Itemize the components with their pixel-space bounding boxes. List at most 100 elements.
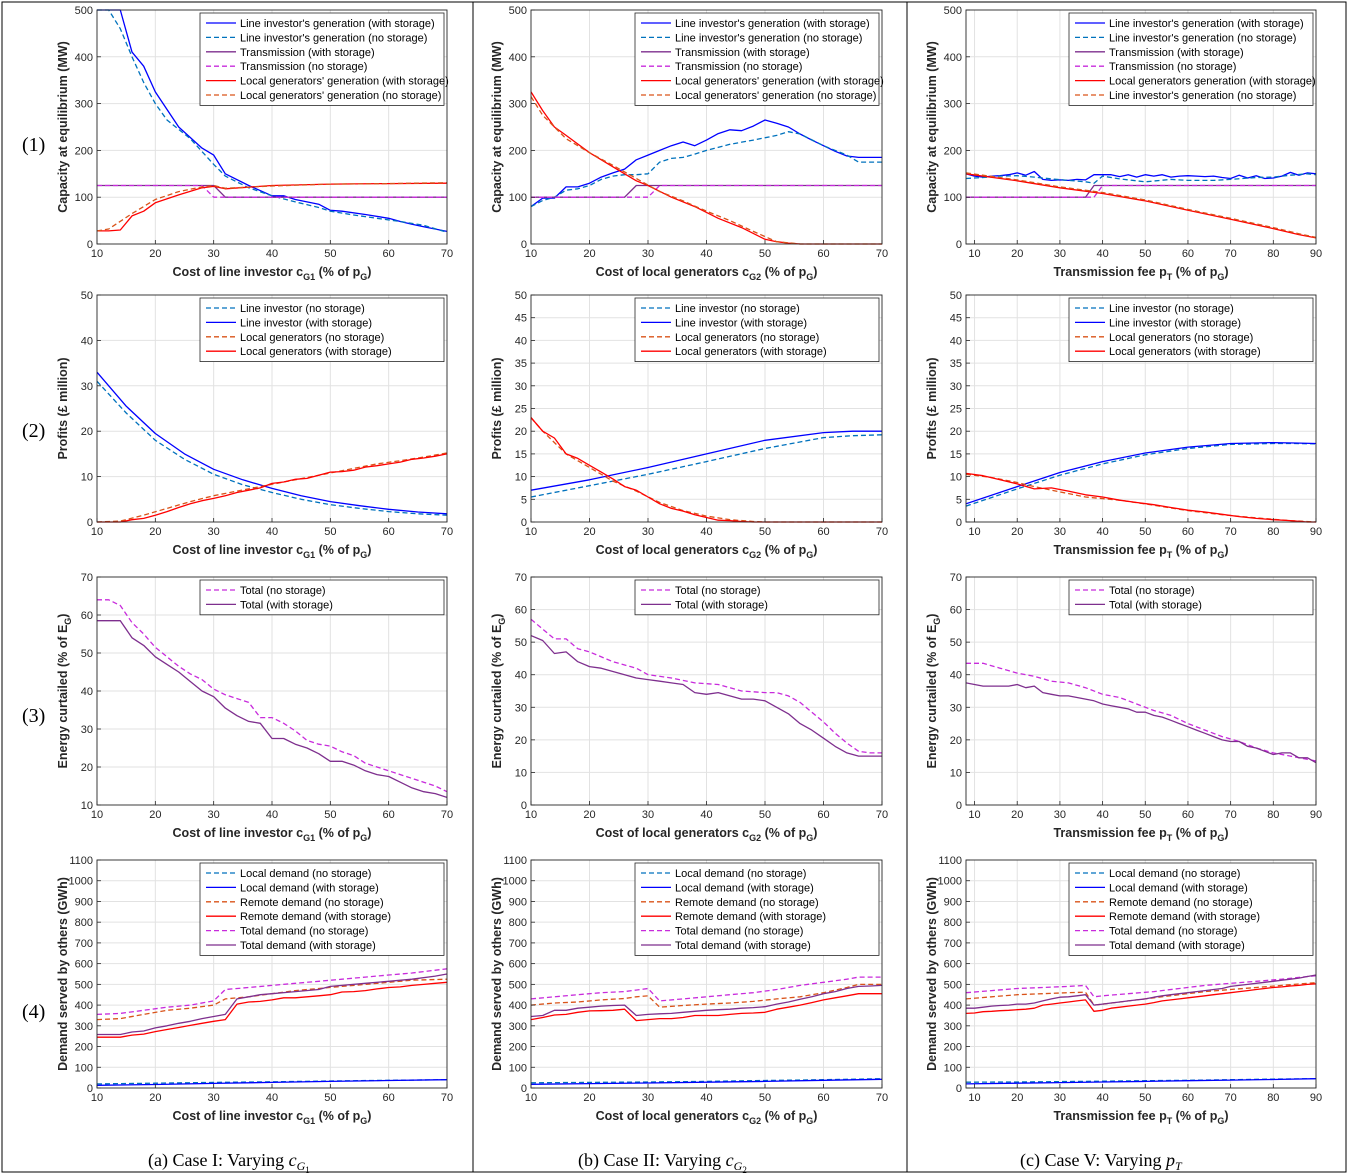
legend-entry: Local generators (no storage) [240, 332, 384, 344]
legend-entry: Local generators' generation (with stora… [240, 76, 449, 88]
x-tick-label: 10 [968, 526, 980, 538]
y-tick-label: 400 [944, 1000, 962, 1012]
x-tick-label: 50 [1139, 248, 1151, 260]
series-line [966, 983, 1316, 1015]
y-tick-label: 400 [75, 1000, 93, 1012]
x-tick-label: 30 [208, 1092, 220, 1104]
legend-entry: Transmission (with storage) [675, 47, 810, 59]
caption-b: (b) Case II: Varying cG2 [578, 1150, 747, 1174]
legend: Line investor (no storage) Line investor … [199, 297, 445, 362]
y-tick-label: 100 [944, 1062, 962, 1074]
y-tick-label: 200 [75, 1042, 93, 1054]
y-tick-label: 10 [515, 472, 527, 484]
legend-entry: Local generators (no storage) [1109, 332, 1253, 344]
x-tick-label: 70 [876, 526, 888, 538]
y-tick-label: 100 [944, 192, 962, 204]
legend-entry: Line investor (with storage) [675, 317, 807, 329]
y-tick-label: 50 [950, 637, 962, 649]
legend-entry: Remote demand (with storage) [675, 911, 826, 923]
series-line [531, 96, 882, 245]
y-axis-label: Capacity at equilibrium (MW) [56, 41, 70, 213]
y-tick-label: 0 [521, 1083, 527, 1095]
legend-entry: Transmission (with storage) [240, 47, 375, 59]
x-tick-label: 50 [759, 526, 771, 538]
x-tick-label: 80 [1267, 248, 1279, 260]
series-line [531, 983, 882, 1008]
x-tick-label: 10 [525, 526, 537, 538]
legend-entry: Total demand (no storage) [1109, 926, 1237, 938]
x-tick-label: 50 [1139, 526, 1151, 538]
legend-entry: Line investor's generation (no storage) [1109, 32, 1296, 44]
x-tick-label: 10 [968, 809, 980, 821]
x-tick-label: 20 [149, 526, 161, 538]
y-tick-label: 900 [75, 896, 93, 908]
legend: Total (no storage) Total (with storage) [199, 579, 445, 616]
series-line [966, 1078, 1316, 1083]
x-tick-label: 80 [1267, 1092, 1279, 1104]
x-axis-label: Cost of local generators cG2 (% of pG) [596, 265, 818, 282]
legend-box [634, 862, 880, 956]
y-axis-label: Profits (£ million) [490, 357, 504, 459]
x-tick-label: 30 [208, 248, 220, 260]
y-tick-label: 1100 [503, 855, 527, 867]
y-tick-label: 500 [944, 5, 962, 17]
x-tick-label: 50 [1139, 1092, 1151, 1104]
series-line [531, 91, 882, 245]
y-axis-label: Capacity at equilibrium (MW) [925, 41, 939, 213]
x-tick-label: 70 [1225, 1092, 1237, 1104]
legend-entry: Line investor's generation (with storage… [1109, 18, 1304, 30]
y-tick-label: 300 [75, 1021, 93, 1033]
legend-entry: Line investor (no storage) [675, 303, 800, 315]
x-tick-label: 50 [324, 248, 336, 260]
x-tick-label: 40 [700, 809, 712, 821]
series-group [97, 968, 447, 1086]
legend-box [199, 297, 445, 362]
x-tick-label: 40 [266, 1092, 278, 1104]
x-tick-label: 40 [266, 809, 278, 821]
x-tick-label: 40 [1096, 809, 1108, 821]
x-tick-label: 20 [583, 809, 595, 821]
x-tick-label: 70 [1225, 809, 1237, 821]
y-tick-label: 200 [944, 1042, 962, 1054]
x-axis-label: Cost of line investor cG1 (% of pG) [173, 543, 372, 560]
chart-r3c1: 10 20 30 40 50 60 70 10 20 30 40 50 60 70 Cost of line… [56, 572, 453, 843]
y-tick-label: 500 [509, 5, 527, 17]
y-tick-label: 600 [509, 959, 527, 971]
legend-entry: Line investor (with storage) [1109, 317, 1241, 329]
y-tick-label: 1000 [69, 876, 93, 888]
x-axis-label: Cost of line investor cG1 (% of pG) [173, 265, 372, 282]
y-tick-label: 0 [956, 1083, 962, 1095]
series-line [97, 453, 447, 523]
captions: (a) Case I: Varying cG1 (b) Case II: Var… [148, 1150, 1183, 1174]
x-axis-label: Transmission fee pT (% of pG) [1053, 826, 1228, 843]
y-tick-label: 0 [521, 517, 527, 529]
x-tick-label: 40 [1096, 526, 1108, 538]
series-line [531, 430, 882, 491]
x-tick-label: 10 [91, 248, 103, 260]
legend-box [634, 12, 880, 106]
x-tick-label: 20 [1011, 526, 1023, 538]
x-tick-label: 30 [1054, 248, 1066, 260]
y-tick-label: 15 [515, 449, 527, 461]
legend-entry: Total demand (with storage) [240, 940, 376, 952]
y-tick-label: 40 [950, 335, 962, 347]
row-label-1: (1) [22, 134, 45, 156]
y-tick-label: 70 [950, 572, 962, 584]
x-tick-label: 20 [149, 248, 161, 260]
y-tick-label: 700 [75, 938, 93, 950]
y-tick-label: 70 [81, 572, 93, 584]
y-tick-label: 40 [515, 335, 527, 347]
y-tick-label: 200 [75, 145, 93, 157]
x-tick-label: 20 [583, 248, 595, 260]
series-group [531, 417, 882, 523]
y-tick-label: 10 [81, 472, 93, 484]
legend-entry: Local generators (with storage) [675, 346, 827, 358]
y-tick-label: 50 [81, 648, 93, 660]
y-tick-label: 200 [509, 145, 527, 157]
y-tick-label: 20 [81, 762, 93, 774]
x-tick-label: 90 [1310, 248, 1322, 260]
legend-box [1068, 862, 1314, 956]
x-tick-label: 50 [1139, 809, 1151, 821]
series-line [97, 981, 447, 1038]
x-tick-label: 40 [266, 526, 278, 538]
